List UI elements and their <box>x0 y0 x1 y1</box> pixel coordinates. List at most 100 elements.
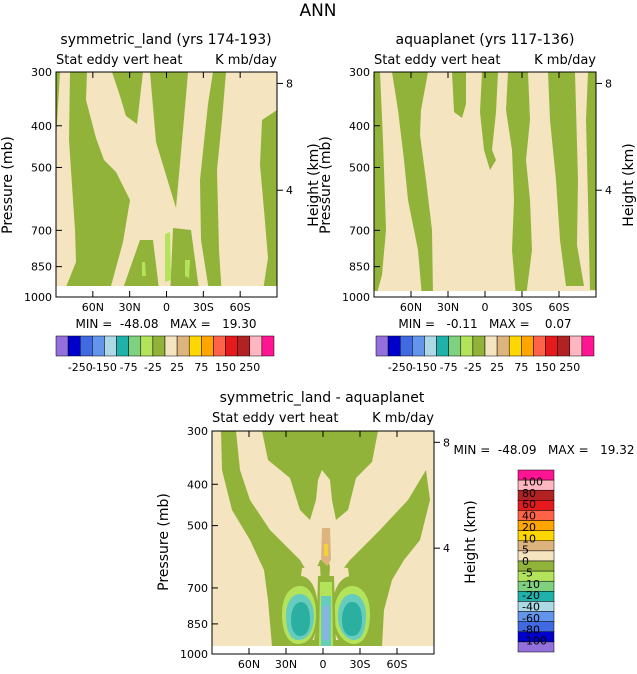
colorbar-label: -60 <box>522 612 540 625</box>
colorbar-label: 100 <box>522 475 543 488</box>
y-tick-label: 500 <box>31 161 52 174</box>
y-tick-label: 700 <box>31 224 52 237</box>
colorbar-swatch <box>436 335 449 357</box>
colorbar-swatch <box>569 335 583 357</box>
panel-difference: symmetric_land - aquaplanet Stat eddy ve… <box>156 390 634 671</box>
contour-region <box>374 72 386 297</box>
colorbar-swatch <box>128 335 142 357</box>
colorbar-swatch <box>472 335 486 357</box>
panel-title: symmetric_land - aquaplanet <box>220 390 425 406</box>
contour-region <box>236 431 434 646</box>
colorbar: -250 -150 -75 -25 25 75 150 250 <box>55 335 275 374</box>
panel-subtitle-right: K mb/day <box>215 53 277 68</box>
contour-region <box>323 606 329 640</box>
colorbar-label: 150 <box>215 361 236 374</box>
contour-region <box>342 602 362 636</box>
contour-region <box>324 544 328 556</box>
x-axis-ticks: 60N 30N 0 30S 60S <box>400 72 570 314</box>
colorbar-label: 250 <box>559 361 580 374</box>
colorbar-swatch <box>55 335 69 357</box>
stats-label: MIN = -48.09 MAX = 19.32 <box>454 443 635 457</box>
y-tick-label: 850 <box>349 261 370 274</box>
y-tick-label: 500 <box>349 161 370 174</box>
y-tick-label: 300 <box>187 425 208 438</box>
contour-region <box>291 602 310 636</box>
stats-label: MIN = -48.08 MAX = 19.30 <box>76 317 257 331</box>
y-tick-label: 700 <box>187 582 208 595</box>
y-tick-label: 1000 <box>24 291 52 304</box>
x-axis-ticks: 60N 30N 0 30S 60S <box>82 72 251 314</box>
colorbar-swatch <box>412 335 425 357</box>
contour-region <box>452 72 466 118</box>
x-tick-label: 30S <box>350 658 371 671</box>
colorbar-label: 0 <box>522 555 529 568</box>
colorbar-swatch <box>104 335 117 357</box>
contour-region <box>480 72 498 170</box>
y-axis-ticks: 300 400 500 700 850 1000 <box>342 66 380 304</box>
y-tick-label: 850 <box>187 618 208 631</box>
colorbar-swatch <box>188 335 202 357</box>
colorbar-label: -150 <box>412 361 437 374</box>
y2-axis-ticks: 84 <box>277 77 293 197</box>
y-tick-label: 1000 <box>180 648 208 661</box>
y2-axis-ticks: 84 <box>434 436 450 555</box>
y2-axis-ticks: 84 <box>596 77 612 197</box>
colorbar-swatch <box>508 335 522 357</box>
contour-region <box>86 72 213 297</box>
colorbar-swatch <box>557 335 571 357</box>
colorbar-label: 75 <box>194 361 208 374</box>
colorbar-swatch <box>213 335 226 357</box>
colorbar-label: 75 <box>514 361 528 374</box>
colorbar-swatch <box>92 335 105 357</box>
colorbar-swatch <box>67 335 81 357</box>
panel-aquaplanet: aquaplanet (yrs 117-136) Stat eddy vert … <box>318 32 637 374</box>
colorbar-swatch <box>581 335 595 357</box>
y2-axis-title: Height (km) <box>306 143 322 226</box>
y-axis-ticks: 300 400 500 700 850 1000 <box>180 425 218 661</box>
colorbar-swatch <box>399 335 413 357</box>
colorbar-label: -100 <box>522 635 547 648</box>
colorbar-label: 20 <box>522 521 536 534</box>
colorbar-label: -10 <box>522 578 540 591</box>
colorbar-label: -75 <box>120 361 138 374</box>
colorbar-label: -150 <box>92 361 117 374</box>
colorbar-swatch <box>484 335 498 357</box>
colorbar-label: 150 <box>535 361 556 374</box>
colorbar-label: 40 <box>522 510 536 523</box>
colorbar-label: 5 <box>522 544 529 557</box>
x-tick-label: 30N <box>119 301 141 314</box>
colorbar-swatch <box>116 335 129 357</box>
colorbar-swatch <box>375 335 389 357</box>
x-tick-label: 60N <box>238 658 260 671</box>
y-axis-title: Pressure (mb) <box>318 136 334 234</box>
colorbar-swatch <box>152 335 166 357</box>
contour-region <box>506 72 532 297</box>
colorbar-label: -80 <box>522 623 540 636</box>
contour-region <box>165 232 171 282</box>
colorbar-swatch <box>521 335 534 357</box>
colorbar-swatch <box>176 335 190 357</box>
panel-title: aquaplanet (yrs 117-136) <box>396 32 575 48</box>
panel-subtitle-right: K mb/day <box>534 53 596 68</box>
colorbar-swatch <box>424 335 437 357</box>
colorbar-label: 25 <box>490 361 504 374</box>
colorbar-swatch <box>79 335 93 357</box>
colorbar-swatch <box>225 335 238 357</box>
y-tick-label: 400 <box>187 478 208 491</box>
contour-region <box>548 72 584 286</box>
x-tick-label: 0 <box>163 301 170 314</box>
colorbar-label: 10 <box>522 532 536 545</box>
x-tick-label: 30S <box>512 301 533 314</box>
panel-title: symmetric_land (yrs 174-193) <box>60 32 271 48</box>
colorbar-label: -250 <box>388 361 413 374</box>
colorbar-label: 250 <box>239 361 260 374</box>
colorbar-label: -75 <box>440 361 458 374</box>
x-tick-label: 30S <box>193 301 214 314</box>
colorbar-swatch <box>237 335 251 357</box>
colorbar-swatch <box>201 335 214 357</box>
y2-axis-title: Height (km) <box>621 143 637 226</box>
contour-region <box>56 72 76 297</box>
colorbar-swatch <box>448 335 462 357</box>
